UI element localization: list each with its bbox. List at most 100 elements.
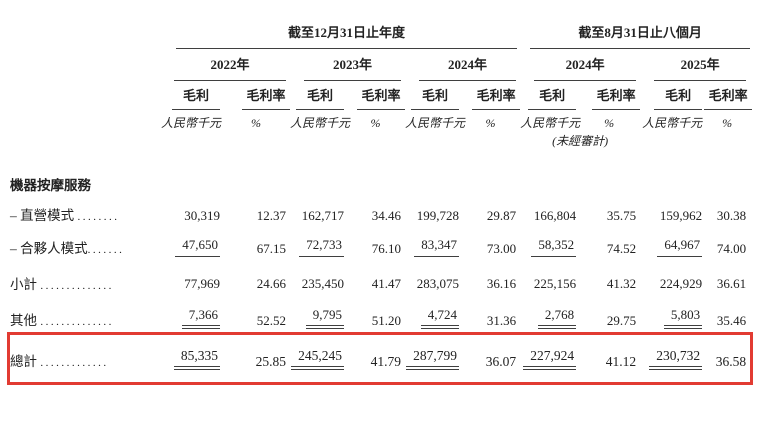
unit-rmb-label: 人民幣千元	[290, 115, 351, 130]
row-label: – 合夥人模式.......	[10, 240, 125, 256]
gross-margin-value: 36.58	[715, 354, 747, 370]
header-period-row: 截至12月31日止年度 截至8月31日止八個月	[10, 16, 751, 49]
row-partner-model: – 合夥人模式....... 47,650 67.15 72,733 76.10…	[10, 224, 750, 257]
gross-profit-column-header: 毛利	[160, 81, 222, 110]
unit-percent-label: %	[722, 115, 733, 130]
gross-profit-column-header: 毛利	[405, 81, 461, 110]
gross-margin-value: 24.66	[256, 276, 286, 292]
section-header-row: 機器按摩服務	[10, 176, 750, 194]
year-header-2024: 2024年	[405, 49, 520, 81]
unit-percent-label: %	[251, 115, 261, 130]
gross-profit-value: 83,347	[405, 224, 461, 257]
unit-percent-label: %	[370, 115, 381, 130]
label-column-spacer	[10, 16, 160, 49]
gross-margin-column-header: 毛利率	[704, 81, 753, 110]
row-label: – 直營模式 ........	[10, 207, 120, 223]
gross-margin-column-header: 毛利率	[461, 81, 521, 110]
gross-margin-value: 25.85	[255, 354, 286, 370]
section-header-machine-massage: 機器按摩服務	[10, 178, 91, 194]
gross-margin-value: 52.52	[256, 313, 286, 329]
gross-profit-value: 162,717	[301, 207, 344, 223]
period-annual-title: 截至12月31日止年度	[176, 25, 518, 49]
row-direct-operation-model: – 直營模式 ........ 30,319 12.37 162,717 34.…	[10, 194, 750, 224]
gross-margin-value: 36.07	[485, 354, 517, 370]
gross-profit-value: 9,795	[290, 292, 346, 335]
header-unaudited-row: (未經審計)	[10, 131, 750, 149]
gross-margin-value: 41.32	[606, 276, 637, 292]
row-label: 小計 ..............	[10, 276, 114, 292]
gross-profit-value: 283,075	[416, 276, 459, 292]
gross-margin-value: 41.12	[605, 354, 637, 370]
dot-leader: .......	[87, 243, 125, 256]
gross-margin-value: 35.75	[606, 207, 637, 223]
gross-profit-value: 85,335	[160, 335, 222, 382]
gross-profit-value: 30,319	[184, 207, 220, 223]
gross-profit-value: 58,352	[520, 224, 578, 257]
row-label: 其他 ..............	[10, 313, 114, 329]
unit-rmb-label: 人民幣千元	[405, 115, 466, 130]
gross-profit-value: 166,804	[533, 207, 577, 223]
dot-leader: ........	[77, 210, 120, 223]
unit-percent-label: %	[604, 115, 615, 130]
gross-margin-value: 74.00	[716, 240, 747, 256]
gross-margin-value: 34.46	[371, 207, 401, 223]
gross-profit-value: 245,245	[290, 335, 346, 382]
gross-profit-value: 235,450	[301, 276, 344, 292]
unit-rmb-label: 人民幣千元	[160, 115, 221, 130]
gross-margin-column-header: 毛利率	[222, 81, 290, 110]
gross-profit-value: 230,732	[640, 335, 704, 382]
gross-profit-value: 7,366	[160, 292, 222, 335]
header-units-row: 人民幣千元 % 人民幣千元 % 人民幣千元 % 人民幣千元 % 人民幣千元 %	[10, 110, 750, 131]
gross-profit-value: 199,728	[416, 207, 459, 223]
gross-margin-value: 41.47	[371, 276, 401, 292]
year-header-2024-8m: 2024年	[520, 49, 640, 81]
gross-margin-value: 41.79	[370, 354, 401, 370]
gross-profit-value: 287,799	[405, 335, 461, 382]
gross-margin-value: 51.20	[371, 313, 401, 329]
gross-margin-value: 35.46	[716, 313, 747, 329]
gross-profit-table: 截至12月31日止年度 截至8月31日止八個月 2022年 2023年 2024…	[6, 16, 754, 385]
period-annual-header: 截至12月31日止年度	[160, 16, 520, 49]
gross-profit-column-header: 毛利	[640, 81, 704, 110]
gross-margin-column-header: 毛利率	[346, 81, 405, 110]
spacer-row	[10, 148, 750, 176]
dot-leader: .............	[40, 356, 109, 369]
period-eight-month-title: 截至8月31日止八個月	[530, 25, 751, 49]
unit-percent-label: %	[485, 115, 496, 130]
dot-leader: ..............	[40, 279, 114, 292]
gross-profit-value: 224,929	[659, 276, 703, 292]
gross-profit-value: 72,733	[290, 224, 346, 257]
gross-margin-value: 29.75	[606, 313, 637, 329]
row-total-highlighted: 總計 ............. 85,335 25.85 245,245 41…	[6, 332, 754, 385]
gross-profit-value: 5,803	[640, 292, 704, 335]
year-header-2023: 2023年	[290, 49, 405, 81]
gross-margin-value: 29.87	[486, 207, 517, 223]
gross-margin-value: 30.38	[716, 207, 747, 223]
row-label: 總計 .............	[10, 353, 109, 369]
gross-profit-value: 227,924	[520, 335, 578, 382]
year-header-2022: 2022年	[160, 49, 290, 81]
gross-margin-value: 76.10	[371, 240, 401, 256]
gross-profit-value: 2,768	[520, 292, 578, 335]
gross-margin-value: 36.16	[486, 276, 517, 292]
unaudited-note: (未經審計)	[552, 133, 609, 148]
dot-leader: ..............	[40, 316, 114, 329]
gross-profit-value: 64,967	[640, 224, 704, 257]
year-header-2025: 2025年	[640, 49, 750, 81]
gross-profit-column-header: 毛利	[290, 81, 346, 110]
gross-profit-value: 4,724	[405, 292, 461, 335]
gross-margin-value: 73.00	[486, 240, 517, 256]
period-eight-month-header: 截至8月31日止八個月	[520, 16, 751, 49]
gross-profit-value: 159,962	[659, 207, 703, 223]
gross-margin-column-header: 毛利率	[578, 81, 641, 110]
gross-margin-value: 36.61	[716, 276, 747, 292]
header-year-row: 2022年 2023年 2024年 2024年 2025年	[10, 49, 750, 81]
gross-margin-value: 12.37	[256, 207, 286, 223]
unit-rmb-label: 人民幣千元	[520, 115, 581, 130]
gross-profit-column-header: 毛利	[520, 81, 578, 110]
gross-margin-value: 31.36	[486, 313, 517, 329]
gross-profit-value: 47,650	[160, 224, 222, 257]
gross-margin-value: 74.52	[606, 240, 637, 256]
unit-rmb-label: 人民幣千元	[642, 115, 703, 130]
